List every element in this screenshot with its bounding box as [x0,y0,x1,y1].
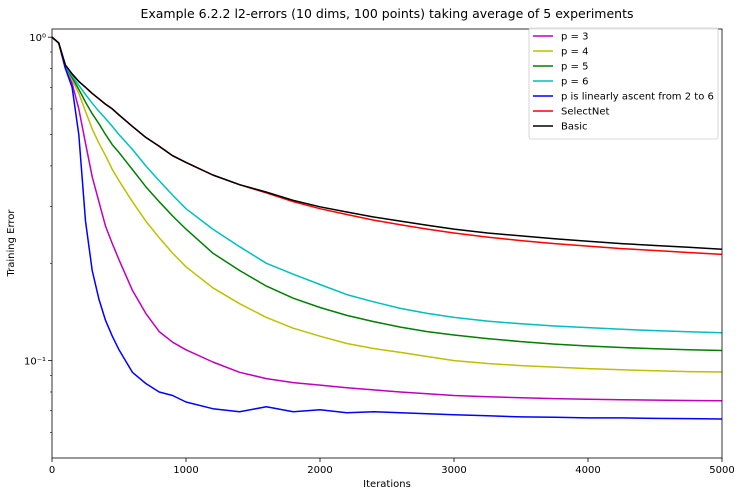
x-tick-label-1: 1000 [173,465,198,476]
chart-title: Example 6.2.2 l2-errors (10 dims, 100 po… [140,6,633,21]
x-tick-label-2: 2000 [307,465,332,476]
series-line-0 [51,36,723,402]
series-line-6 [51,36,723,250]
legend-frame [528,27,719,140]
x-tick-label-3: 3000 [441,465,466,476]
series-line-3 [51,36,723,334]
legend-label-0: p = 3 [561,32,588,43]
y-tick-label-0: 10⁰ [29,33,46,44]
y-axis-ticks: 10⁰ 10⁻¹ [24,33,52,433]
x-axis-label: Iterations [363,479,411,490]
legend-label-1: p = 4 [561,47,588,58]
y-tick-label-1: 10⁻¹ [24,357,46,368]
series-line-2 [51,36,723,352]
legend: p = 3 p = 4 p = 5 p = 6 p is linearly ascent… [528,27,719,140]
series-line-1 [51,36,723,373]
legend-label-4: p is linearly ascent from 2 to 6 [561,92,714,103]
legend-label-2: p = 5 [561,62,588,73]
x-tick-label-0: 0 [49,465,55,476]
legend-label-6: Basic [561,122,587,133]
plot-frame [51,28,723,459]
x-tick-label-5: 5000 [709,465,734,476]
x-axis-ticks: 0 1000 2000 3000 4000 5000 [49,458,735,476]
legend-label-5: SelectNet [561,107,609,118]
legend-label-3: p = 6 [561,77,588,88]
x-tick-label-4: 4000 [575,465,600,476]
series-line-4 [51,36,723,420]
y-axis-label: Training Error [6,209,17,278]
plot-area [51,36,723,420]
